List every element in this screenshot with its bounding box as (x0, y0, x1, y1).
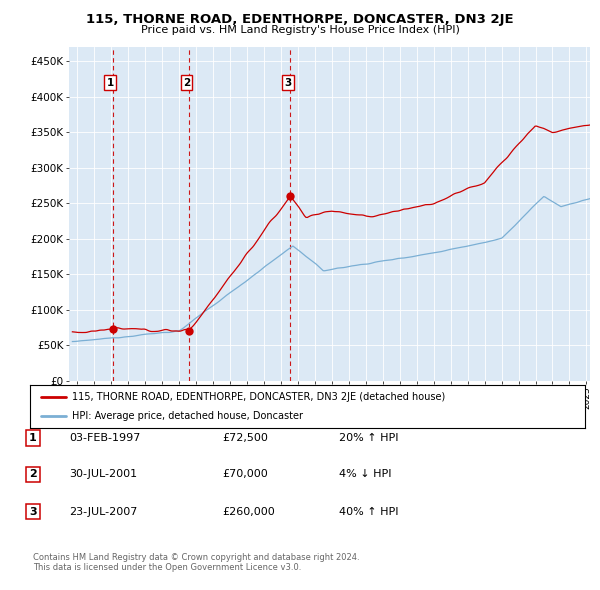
Text: 03-FEB-1997: 03-FEB-1997 (69, 433, 140, 442)
Text: £260,000: £260,000 (222, 507, 275, 516)
Text: 4% ↓ HPI: 4% ↓ HPI (339, 470, 391, 479)
Text: 20% ↑ HPI: 20% ↑ HPI (339, 433, 398, 442)
Text: 3: 3 (29, 507, 37, 516)
Text: Contains HM Land Registry data © Crown copyright and database right 2024.: Contains HM Land Registry data © Crown c… (33, 553, 359, 562)
Text: 3: 3 (284, 78, 292, 88)
Text: 115, THORNE ROAD, EDENTHORPE, DONCASTER, DN3 2JE: 115, THORNE ROAD, EDENTHORPE, DONCASTER,… (86, 13, 514, 26)
Text: 23-JUL-2007: 23-JUL-2007 (69, 507, 137, 516)
Text: £72,500: £72,500 (222, 433, 268, 442)
Text: HPI: Average price, detached house, Doncaster: HPI: Average price, detached house, Donc… (71, 411, 302, 421)
Text: 1: 1 (29, 433, 37, 442)
Text: This data is licensed under the Open Government Licence v3.0.: This data is licensed under the Open Gov… (33, 563, 301, 572)
Text: 40% ↑ HPI: 40% ↑ HPI (339, 507, 398, 516)
Text: 30-JUL-2001: 30-JUL-2001 (69, 470, 137, 479)
Text: 2: 2 (29, 470, 37, 479)
Text: 1: 1 (107, 78, 114, 88)
Text: 2: 2 (183, 78, 190, 88)
Text: 115, THORNE ROAD, EDENTHORPE, DONCASTER, DN3 2JE (detached house): 115, THORNE ROAD, EDENTHORPE, DONCASTER,… (71, 392, 445, 402)
Text: £70,000: £70,000 (222, 470, 268, 479)
Text: Price paid vs. HM Land Registry's House Price Index (HPI): Price paid vs. HM Land Registry's House … (140, 25, 460, 35)
